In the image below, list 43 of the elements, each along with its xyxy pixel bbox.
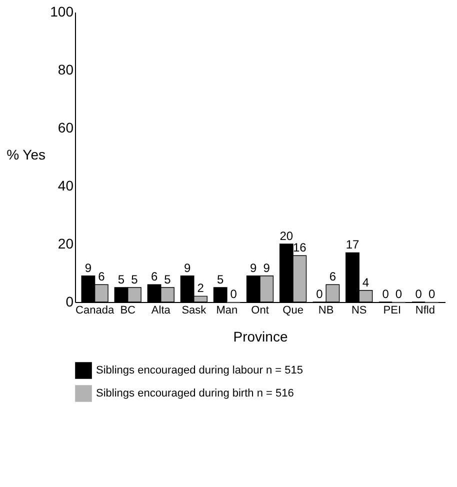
x-tick-label: Canada	[76, 304, 115, 316]
data-label: 6	[150, 270, 158, 284]
x-tick-label: Man	[216, 304, 238, 316]
y-tick-label: 40	[58, 178, 74, 194]
data-label: 9	[263, 260, 270, 275]
data-label: 20	[280, 229, 294, 243]
y-tick-label: 60	[58, 120, 74, 136]
data-label: 9	[84, 260, 92, 275]
x-tick-label: NB	[318, 304, 334, 316]
data-label: 5	[131, 272, 138, 286]
x-tick-label: BC	[120, 304, 136, 316]
data-label: 0	[316, 287, 324, 301]
legend-label: Siblings encouraged during birth n = 516	[96, 388, 294, 400]
data-label: 5	[164, 272, 172, 286]
y-axis-title: % Yes	[6, 146, 46, 162]
legend-label: Siblings encouraged during labour n = 515	[96, 364, 304, 376]
x-tick-label: Sask	[182, 304, 207, 316]
data-label: 0	[415, 287, 422, 301]
data-label: 5	[118, 272, 125, 286]
data-label: 0	[395, 287, 402, 301]
data-label: 16	[292, 240, 307, 255]
x-tick-label: Nfld	[415, 304, 435, 316]
data-label: 6	[329, 270, 336, 284]
x-tick-label: Que	[282, 304, 304, 316]
data-label: 17	[346, 238, 360, 252]
x-tick-label: Alta	[151, 304, 172, 316]
data-label: 0	[230, 287, 238, 301]
data-label: 6	[98, 270, 106, 284]
data-label: 9	[184, 260, 191, 275]
data-label: 2	[197, 281, 204, 296]
data-label: 9	[250, 260, 258, 275]
data-label: 0	[428, 287, 436, 301]
x-tick-label: NS	[351, 304, 367, 316]
data-label: 4	[362, 275, 370, 290]
data-label: 5	[217, 272, 224, 286]
x-axis-title: Province	[233, 328, 288, 344]
y-tick-label: 80	[58, 62, 74, 78]
y-tick-label: 0	[66, 294, 74, 310]
x-tick-label: Ont	[251, 304, 269, 316]
x-tick-label: PEI	[383, 304, 402, 316]
y-tick-label: 100	[50, 4, 74, 20]
y-tick-label: 20	[58, 236, 74, 252]
data-label: 0	[382, 287, 390, 301]
